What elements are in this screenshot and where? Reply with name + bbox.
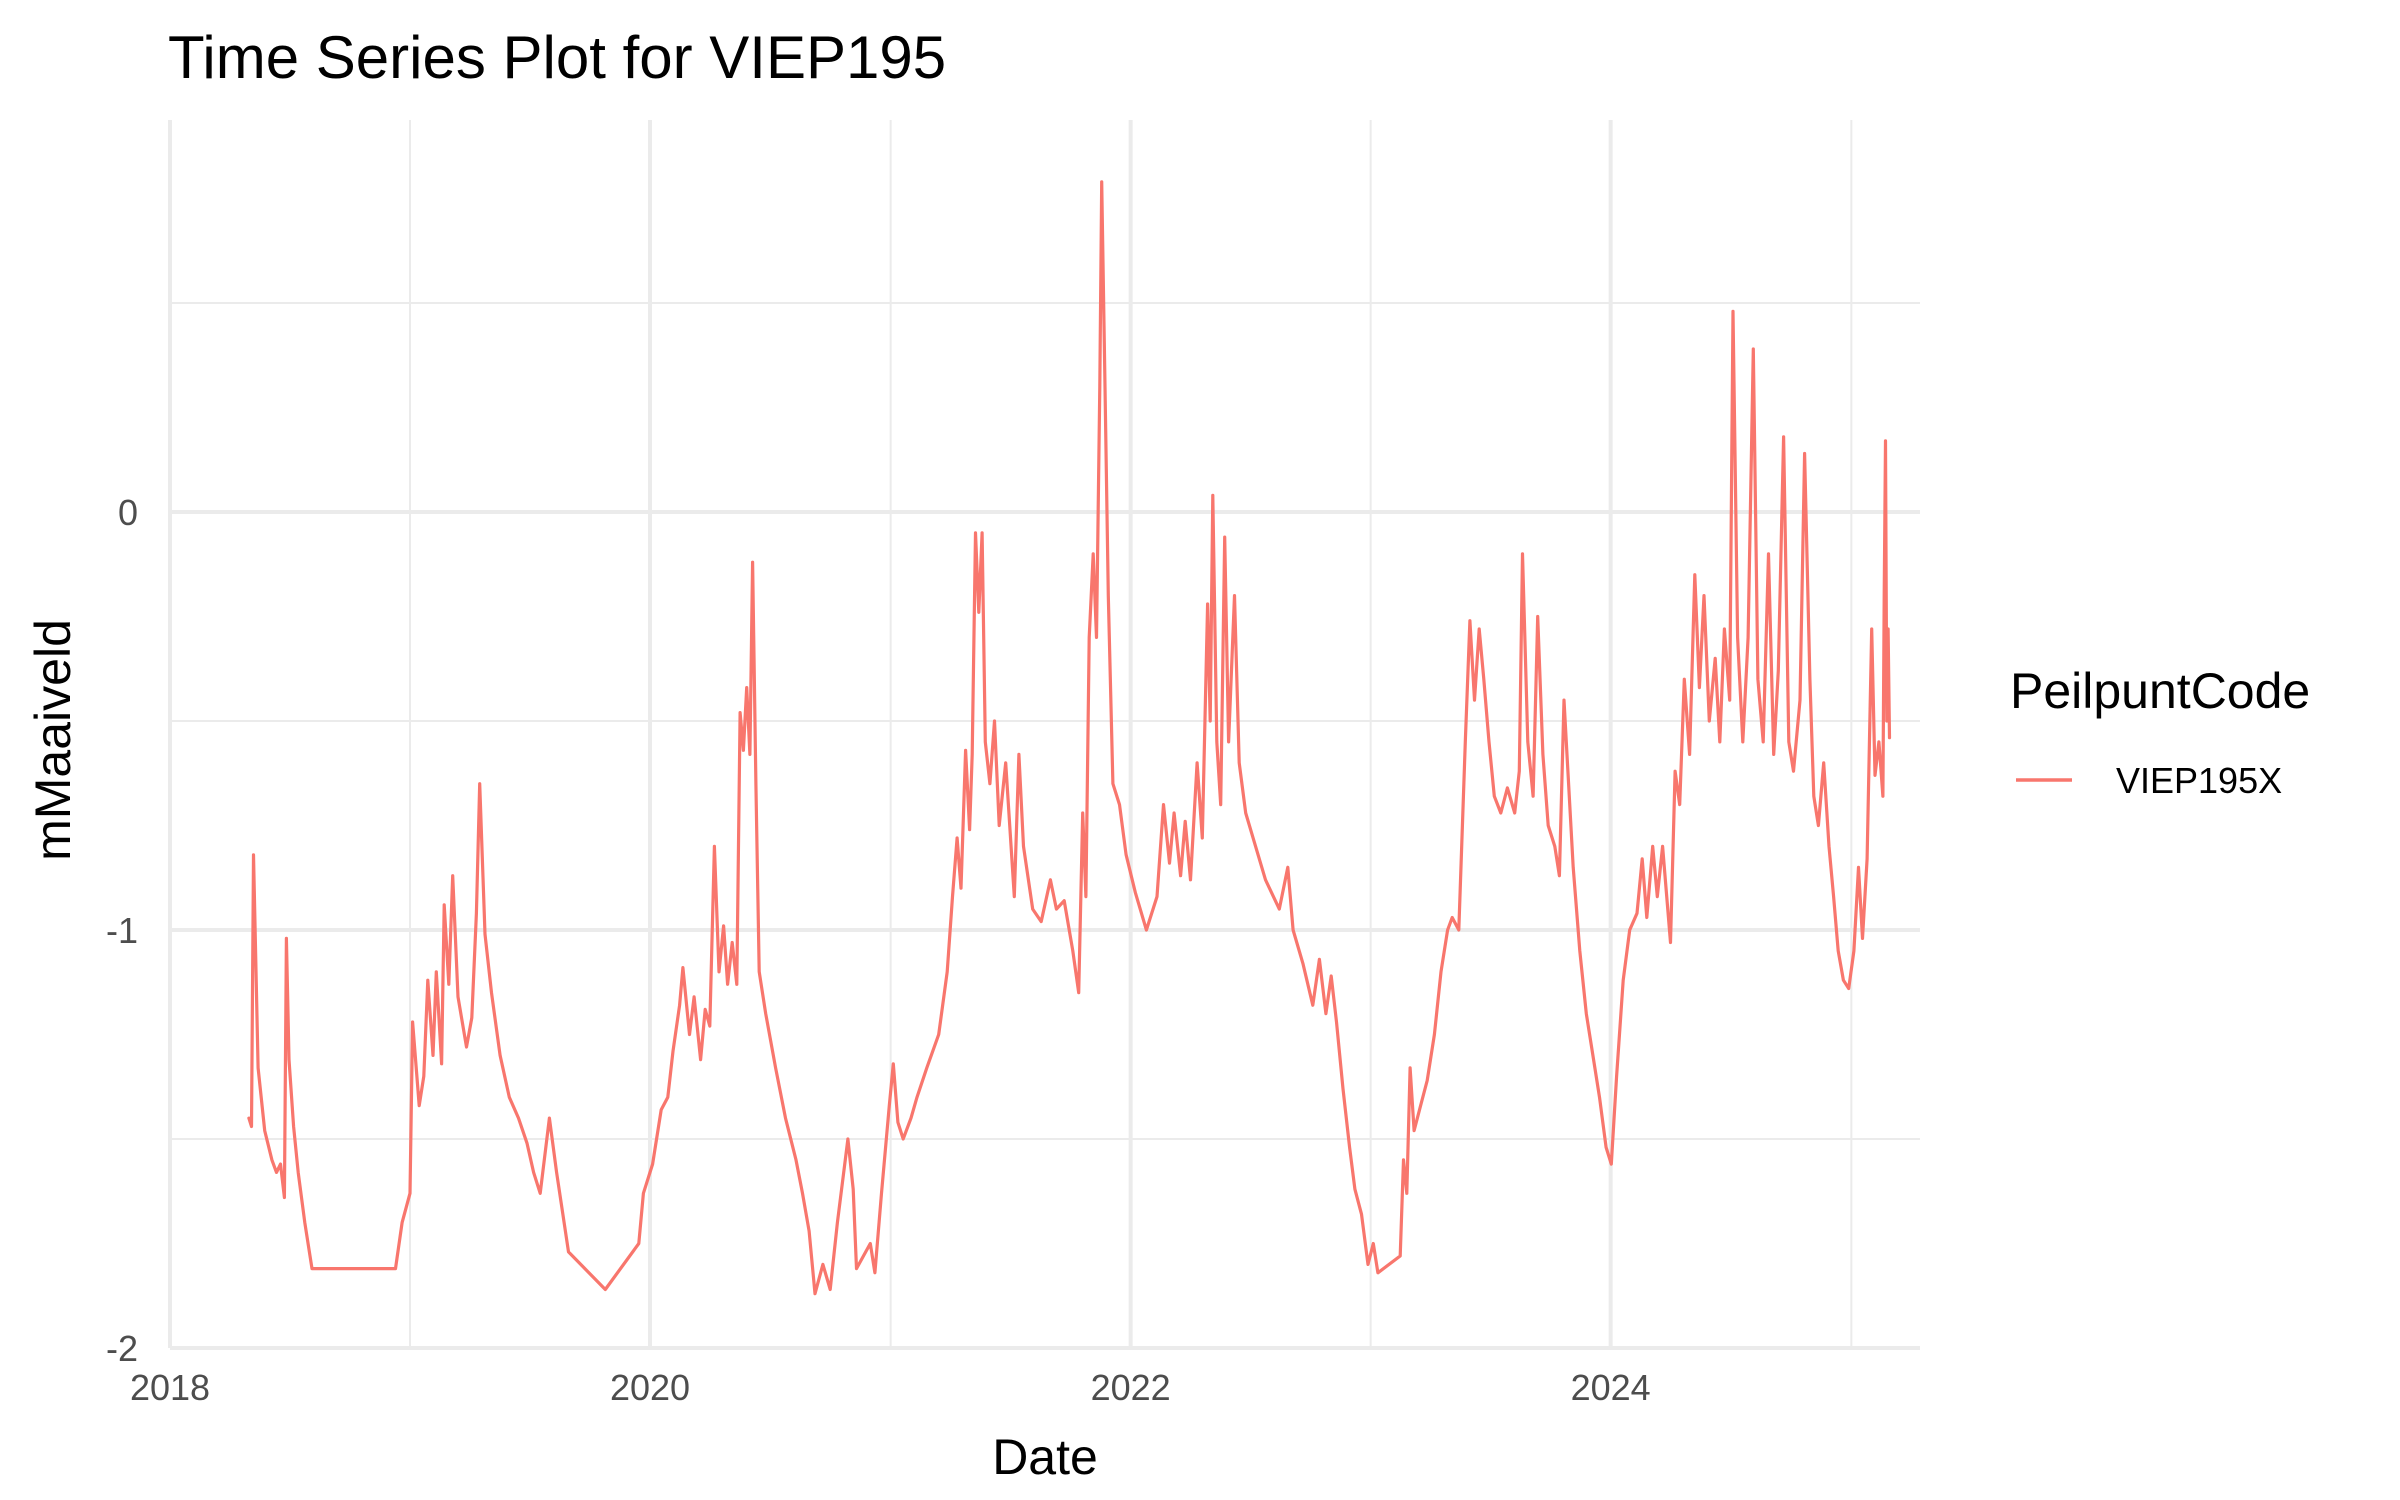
x-tick-label: 2018 [130, 1367, 210, 1408]
y-axis-ticks: -2 -1 0 [106, 492, 138, 1369]
gridlines [168, 120, 1920, 1350]
legend: PeilpuntCode VIEP195X [2010, 663, 2310, 801]
x-tick-label: 2024 [1571, 1367, 1651, 1408]
x-axis-title: Date [992, 1429, 1098, 1485]
y-tick-label: -1 [106, 910, 138, 951]
x-axis-ticks: 2018 2020 2022 2024 [130, 1367, 1651, 1408]
y-tick-label: 0 [118, 492, 138, 533]
legend-title: PeilpuntCode [2010, 663, 2310, 719]
series-line [247, 180, 1892, 1296]
legend-label: VIEP195X [2116, 760, 2282, 801]
y-tick-label: -2 [106, 1328, 138, 1369]
x-tick-label: 2022 [1091, 1367, 1171, 1408]
x-tick-label: 2020 [610, 1367, 690, 1408]
chart-title: Time Series Plot for VIEP195 [168, 24, 946, 91]
series-layer [247, 180, 1892, 1296]
y-axis-title: mMaaiveld [25, 619, 81, 861]
